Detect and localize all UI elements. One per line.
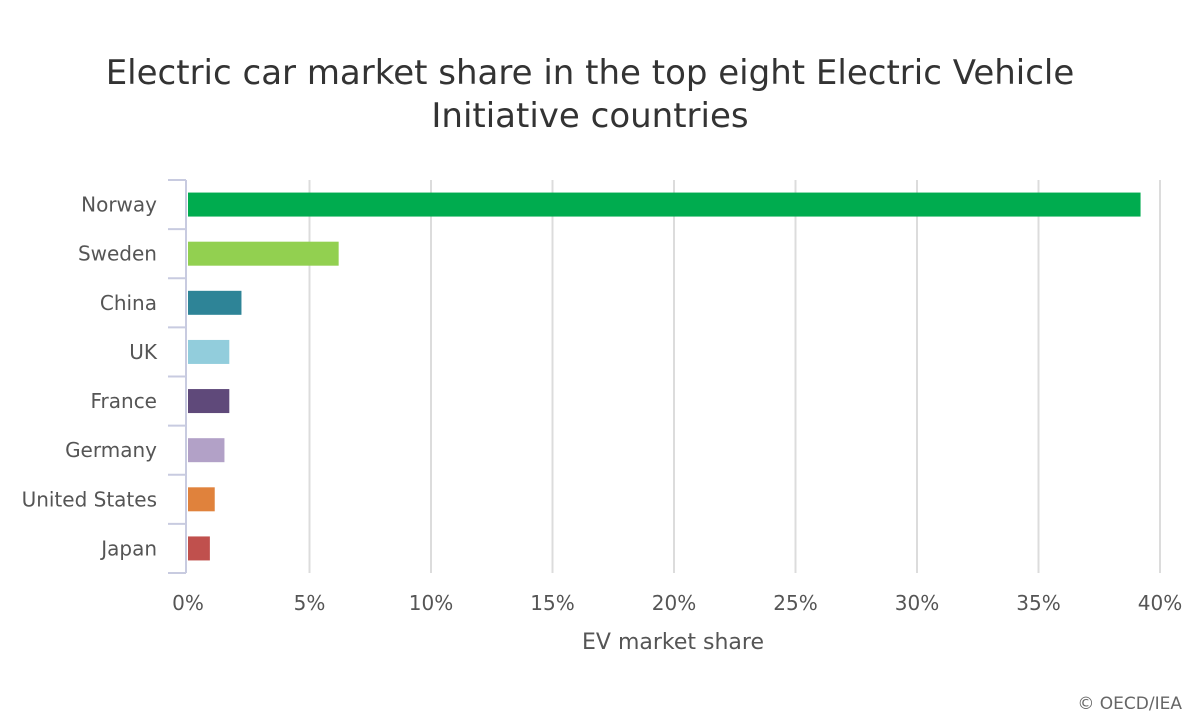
bar [188, 339, 230, 364]
bar [188, 487, 215, 512]
x-tick-label: 40% [1138, 591, 1182, 615]
chart-title-line-1: Electric car market share in the top eig… [105, 53, 1075, 93]
x-tick-label: 10% [409, 591, 453, 615]
bar [188, 290, 242, 315]
category-axis [168, 179, 187, 574]
x-tick-label: 35% [1016, 591, 1060, 615]
gridlines [308, 180, 1161, 573]
x-tick-label: 15% [530, 591, 574, 615]
x-tick-label: 25% [773, 591, 817, 615]
category-label: China [100, 291, 157, 315]
category-labels: Norway Sweden China UK France Germany United S… [22, 193, 158, 561]
x-tick-label: 0% [172, 591, 204, 615]
category-label: Japan [99, 536, 157, 560]
category-label: Germany [65, 438, 157, 462]
category-label: Norway [81, 193, 157, 217]
bar [188, 438, 225, 463]
bar [188, 389, 230, 414]
category-label: France [90, 389, 157, 413]
category-label: UK [129, 340, 158, 364]
x-tick-label: 20% [652, 591, 696, 615]
category-label: United States [22, 487, 157, 511]
bar [188, 536, 210, 561]
x-tick-label: 30% [895, 591, 939, 615]
bar [188, 192, 1141, 217]
credit-text: © OECD/IEA [1077, 694, 1182, 714]
chart-title: Electric car market share in the top eig… [0, 52, 1180, 138]
category-label: Sweden [78, 242, 157, 266]
x-tick-labels: 0% 5% 10% 15% 20% 25% 30% 35% 40% [172, 591, 1182, 615]
x-tick-label: 5% [294, 591, 326, 615]
x-axis-title: EV market share [582, 630, 764, 655]
bars [188, 192, 1141, 561]
chart-title-line-2: Initiative countries [431, 96, 749, 136]
bar [188, 241, 339, 266]
